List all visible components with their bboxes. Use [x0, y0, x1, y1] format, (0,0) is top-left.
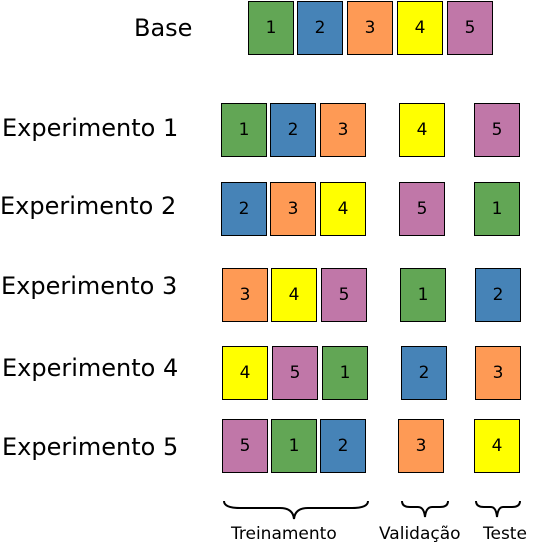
- experiment-3-test-fold: 2: [475, 268, 521, 322]
- experiment-3-train-fold-4: 4: [271, 268, 317, 322]
- base-fold-1: 1: [248, 1, 294, 55]
- experiment-5-label: Experimento 5: [2, 433, 179, 461]
- validation-brace: [401, 500, 449, 518]
- experiment-1-train-fold-3: 3: [320, 103, 366, 157]
- base-label: Base: [134, 14, 193, 42]
- base-fold-4: 4: [397, 1, 443, 55]
- experiment-3-train-fold-5: 5: [321, 268, 367, 322]
- experiment-4-validation-fold: 2: [401, 346, 447, 400]
- experiment-5-train-fold-2: 2: [320, 419, 366, 473]
- experiment-5-validation-fold: 3: [398, 419, 444, 473]
- base-fold-5: 5: [447, 1, 493, 55]
- experiment-1-label: Experimento 1: [2, 114, 179, 142]
- test-brace: [475, 500, 521, 518]
- train-brace: [223, 500, 369, 520]
- experiment-4-train-fold-4: 4: [222, 346, 268, 400]
- legend-train-label: Treinamento: [231, 524, 337, 544]
- experiment-2-train-fold-4: 4: [320, 182, 366, 236]
- experiment-2-train-fold-2: 2: [221, 182, 267, 236]
- experiment-2-train-fold-3: 3: [270, 182, 316, 236]
- experiment-4-train-fold-5: 5: [272, 346, 318, 400]
- legend-test-label: Teste: [483, 524, 527, 544]
- experiment-2-validation-fold: 5: [399, 182, 445, 236]
- legend-validation-label: Validação: [379, 524, 461, 544]
- experiment-4-train-fold-1: 1: [322, 346, 368, 400]
- experiment-4-test-fold: 3: [475, 346, 521, 400]
- experiment-1-train-fold-1: 1: [221, 103, 267, 157]
- experiment-1-test-fold: 5: [474, 103, 520, 157]
- experiment-5-train-fold-5: 5: [222, 419, 268, 473]
- experiment-3-train-fold-3: 3: [222, 268, 268, 322]
- experiment-3-validation-fold: 1: [400, 268, 446, 322]
- experiment-4-label: Experimento 4: [2, 354, 179, 382]
- experiment-1-validation-fold: 4: [399, 103, 445, 157]
- experiment-1-train-fold-2: 2: [270, 103, 316, 157]
- base-fold-3: 3: [347, 1, 393, 55]
- base-fold-2: 2: [297, 1, 343, 55]
- experiment-2-test-fold: 1: [474, 182, 520, 236]
- experiment-3-label: Experimento 3: [1, 272, 178, 300]
- experiment-5-train-fold-1: 1: [271, 419, 317, 473]
- experiment-2-label: Experimento 2: [0, 192, 177, 220]
- experiment-5-test-fold: 4: [474, 419, 520, 473]
